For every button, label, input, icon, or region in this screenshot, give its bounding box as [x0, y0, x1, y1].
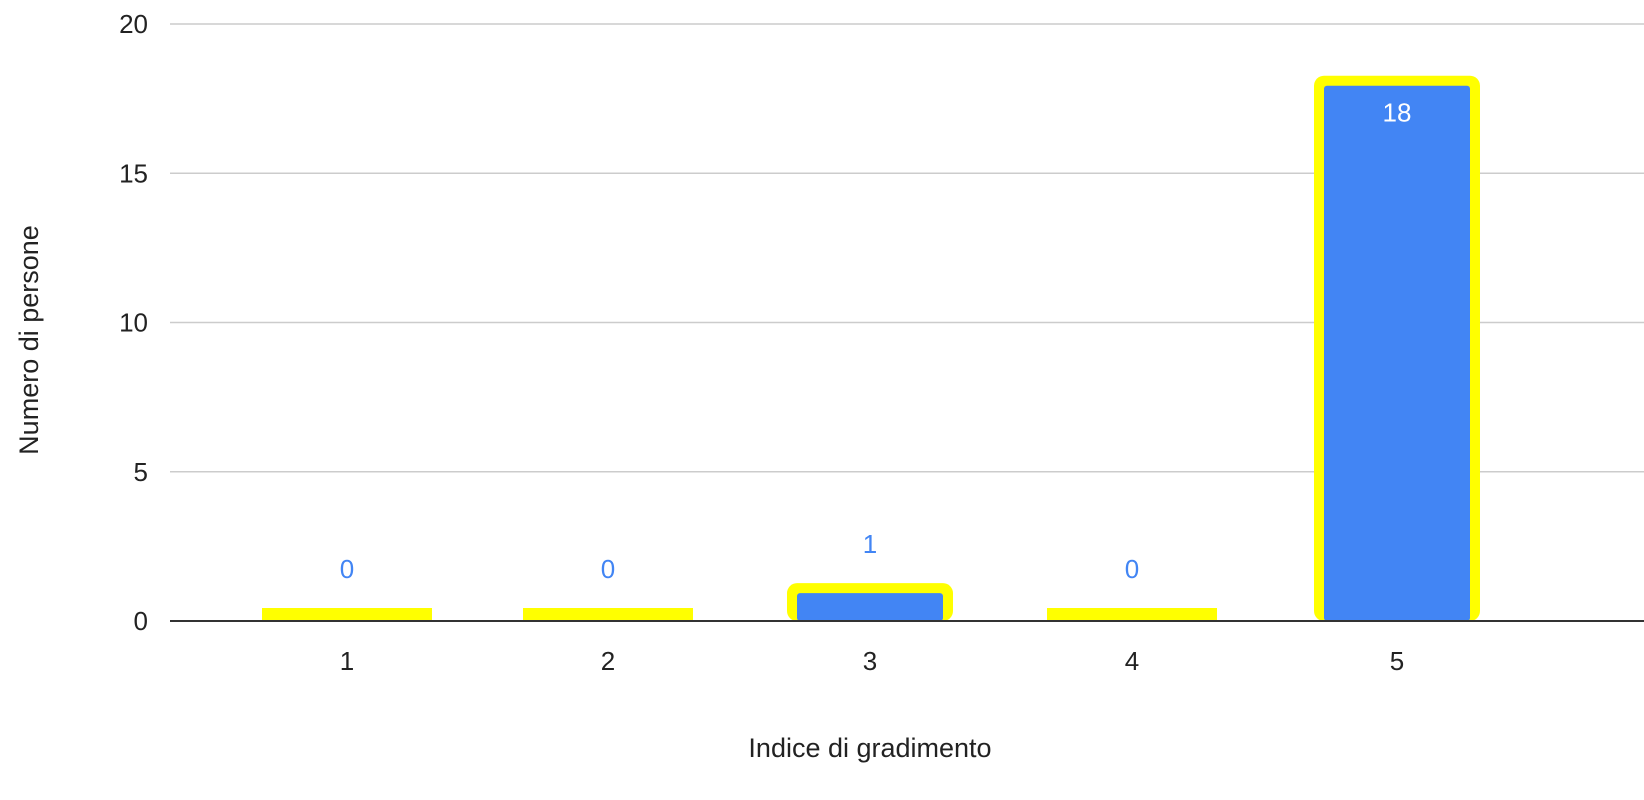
data-label-3: 1 [863, 529, 877, 559]
x-axis-title: Indice di gradimento [748, 733, 991, 763]
x-tick-label: 3 [863, 646, 877, 676]
data-labels: 0 0 1 0 18 [340, 98, 1412, 584]
y-tick-label: 20 [119, 9, 148, 39]
y-axis-title: Numero di persone [14, 225, 44, 455]
bar-3 [797, 593, 943, 621]
y-tick-label: 10 [119, 308, 148, 338]
bar-5 [1324, 85, 1470, 621]
y-tick-label: 0 [134, 606, 148, 636]
y-axis-ticks: 0 5 10 15 20 [119, 9, 148, 636]
x-tick-label: 2 [601, 646, 615, 676]
data-label-2: 0 [601, 554, 615, 584]
x-tick-label: 1 [340, 646, 354, 676]
data-label-4: 0 [1125, 554, 1139, 584]
data-label-5: 18 [1383, 98, 1412, 128]
data-label-1: 0 [340, 554, 354, 584]
bars [262, 75, 1480, 621]
x-tick-label: 5 [1390, 646, 1404, 676]
bar-4 [1047, 608, 1217, 621]
bar-2 [523, 608, 693, 621]
x-axis-ticks: 1 2 3 4 5 [340, 646, 1404, 676]
bar-1 [262, 608, 432, 621]
x-tick-label: 4 [1125, 646, 1139, 676]
y-tick-label: 5 [134, 457, 148, 487]
y-tick-label: 15 [119, 158, 148, 188]
